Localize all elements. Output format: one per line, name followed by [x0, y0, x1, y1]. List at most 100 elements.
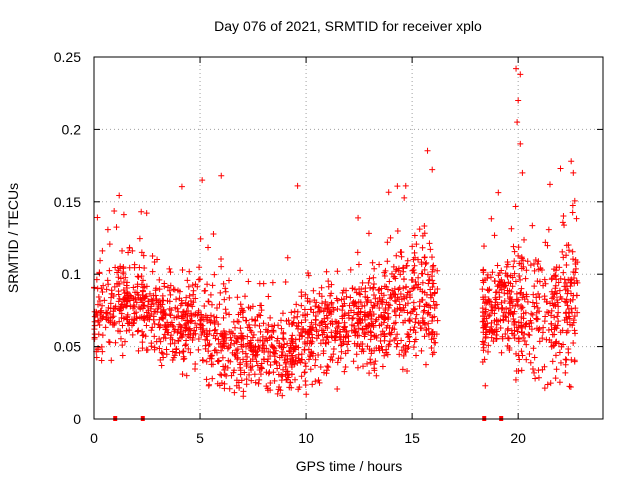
- data-point: [323, 370, 330, 377]
- data-point: [157, 356, 164, 363]
- data-point: [312, 303, 319, 310]
- data-point: [343, 327, 350, 334]
- data-point: [287, 342, 294, 349]
- data-point: [214, 380, 221, 387]
- data-point: [391, 308, 398, 315]
- data-point: [168, 307, 175, 314]
- data-point: [520, 263, 527, 270]
- data-point: [567, 277, 574, 284]
- data-point: [189, 336, 196, 343]
- data-point: [217, 289, 224, 296]
- data-point: [158, 303, 165, 310]
- data-point: [562, 286, 569, 293]
- data-point: [328, 290, 335, 297]
- data-point: [337, 336, 344, 343]
- data-point: [412, 305, 419, 312]
- data-point: [180, 331, 187, 338]
- data-point: [324, 305, 331, 312]
- data-point: [180, 356, 187, 363]
- data-point: [245, 304, 252, 311]
- data-point: [124, 279, 131, 286]
- data-point: [355, 325, 362, 332]
- data-point: [183, 317, 190, 324]
- data-point: [482, 331, 489, 338]
- data-point: [282, 359, 289, 366]
- data-point: [131, 303, 138, 310]
- data-point: [209, 361, 216, 368]
- data-point: [111, 208, 118, 215]
- data-point: [303, 391, 310, 398]
- data-point: [256, 311, 263, 318]
- data-point: [271, 350, 278, 357]
- data-point: [243, 376, 250, 383]
- data-point: [276, 362, 283, 369]
- data-point: [522, 323, 529, 330]
- data-point: [223, 372, 230, 379]
- data-point: [351, 326, 358, 333]
- data-point: [551, 325, 558, 332]
- data-point: [485, 287, 492, 294]
- data-point: [531, 369, 538, 376]
- data-point: [176, 295, 183, 302]
- data-point: [362, 285, 369, 292]
- data-point: [533, 300, 540, 307]
- data-point: [148, 327, 155, 334]
- data-point: [295, 355, 302, 362]
- data-point: [377, 337, 384, 344]
- data-point: [399, 366, 406, 373]
- data-point: [427, 304, 434, 311]
- data-point: [387, 234, 394, 241]
- data-point: [213, 304, 220, 311]
- data-point: [261, 349, 268, 356]
- data-point: [531, 260, 538, 267]
- data-point: [257, 312, 264, 319]
- data-point: [410, 299, 417, 306]
- data-point: [493, 296, 500, 303]
- data-point: [251, 346, 258, 353]
- data-point: [486, 328, 493, 335]
- data-point: [128, 316, 135, 323]
- data-point: [430, 349, 437, 356]
- data-point: [132, 289, 139, 296]
- data-point: [120, 263, 127, 270]
- data-point: [513, 290, 520, 297]
- x-tick-label: 5: [196, 430, 204, 446]
- data-point: [118, 314, 125, 321]
- data-point: [574, 259, 581, 266]
- data-point: [552, 285, 559, 292]
- data-point: [332, 334, 339, 341]
- data-point: [312, 321, 319, 328]
- data-point: [563, 314, 570, 321]
- data-point: [351, 309, 358, 316]
- data-point: [328, 311, 335, 318]
- data-point: [396, 296, 403, 303]
- data-point: [406, 317, 413, 324]
- data-point: [379, 363, 386, 370]
- data-point: [511, 248, 518, 255]
- data-point: [367, 328, 374, 335]
- data-point: [381, 309, 388, 316]
- data-point: [167, 282, 174, 289]
- data-point: [511, 270, 518, 277]
- data-point: [515, 324, 522, 331]
- data-point: [221, 335, 228, 342]
- data-point: [384, 258, 391, 265]
- data-point: [332, 318, 339, 325]
- data-point: [536, 338, 543, 345]
- data-point: [280, 344, 287, 351]
- data-point: [234, 294, 241, 301]
- data-point: [180, 353, 187, 360]
- data-point: [364, 343, 371, 350]
- data-point: [504, 287, 511, 294]
- data-point: [302, 363, 309, 370]
- data-point: [123, 303, 130, 310]
- data-point: [423, 327, 430, 334]
- data-point: [486, 327, 493, 334]
- data-point: [350, 323, 357, 330]
- data-point: [184, 317, 191, 324]
- data-point: [235, 311, 242, 318]
- data-point: [385, 189, 392, 196]
- data-point: [91, 322, 98, 329]
- data-point: [173, 349, 180, 356]
- data-point: [392, 312, 399, 319]
